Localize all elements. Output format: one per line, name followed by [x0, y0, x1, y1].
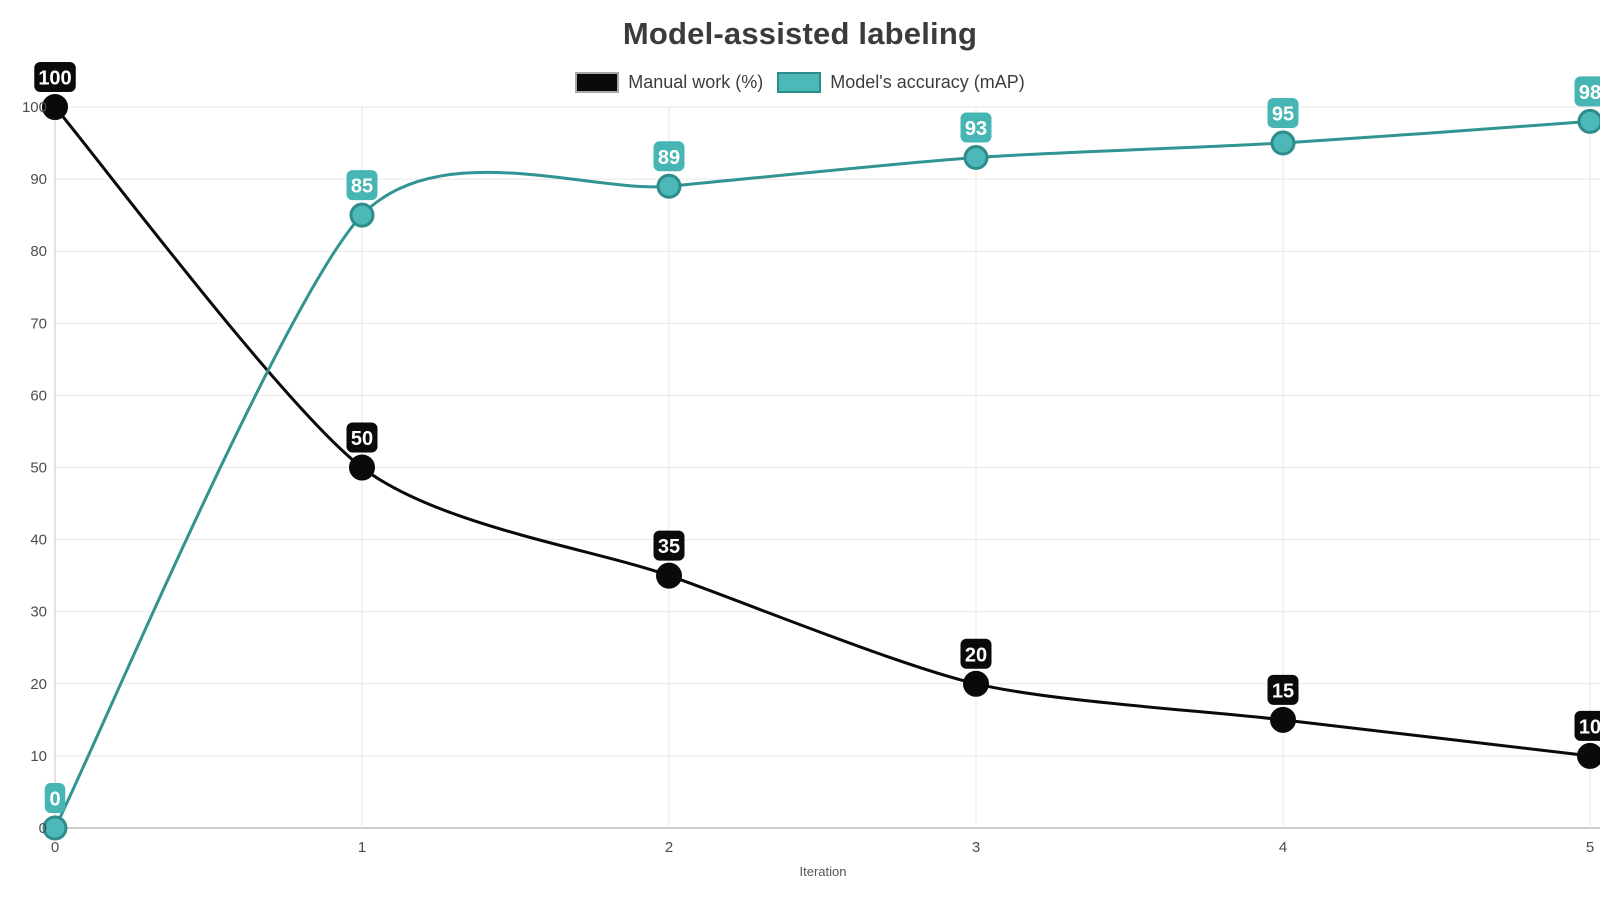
point-label-text-0-4: 15: [1272, 680, 1294, 702]
series-line-1: [53, 119, 1591, 829]
point-label-text-0-1: 50: [351, 428, 373, 450]
point-label-box-0-2: [653, 530, 685, 561]
point-label-box-1-5: [1574, 76, 1600, 107]
data-point-1-1[interactable]: [349, 202, 375, 228]
y-tick-70: 70: [30, 315, 47, 332]
data-point-0-0[interactable]: [42, 94, 68, 120]
legend-item-manual-work[interactable]: Manual work (%): [575, 72, 763, 93]
y-tick-10: 10: [30, 748, 47, 765]
chart-legend: Manual work (%) Model's accuracy (mAP): [0, 72, 1600, 93]
x-tick-3: 3: [972, 839, 980, 856]
data-point-1-0[interactable]: [42, 815, 68, 841]
point-label-box-0-5: [1574, 710, 1600, 741]
point-label-text-1-1: 85: [351, 176, 373, 198]
point-label-text-0-5: 10: [1579, 716, 1600, 738]
legend-swatch-model-accuracy: [777, 72, 822, 93]
legend-label-model-accuracy: Model's accuracy (mAP): [830, 72, 1025, 92]
series-lines: [42, 94, 1600, 841]
y-tick-0: 0: [39, 820, 47, 837]
axis-ticks: 0 10 20 30 40 50 60 70 80 90 100 0 1 2 3 4 5: [22, 99, 1594, 856]
data-point-1-5[interactable]: [1577, 108, 1600, 134]
x-tick-4: 4: [1279, 839, 1287, 856]
point-label-text-1-3: 93: [965, 118, 987, 140]
y-tick-60: 60: [30, 387, 47, 404]
point-label-text-0-2: 35: [658, 536, 680, 558]
data-point-0-5[interactable]: [1577, 742, 1600, 769]
y-tick-30: 30: [30, 604, 47, 621]
y-tick-90: 90: [30, 171, 47, 188]
point-label-box-1-2: [653, 141, 685, 172]
point-label-box-0-3: [960, 638, 992, 669]
legend-label-manual-work: Manual work (%): [628, 72, 764, 92]
point-label-box-1-3: [960, 112, 992, 143]
point-label-box-1-0: [44, 783, 66, 813]
point-label-text-1-5: 98: [1579, 82, 1600, 104]
legend-swatch-manual-work: [575, 72, 620, 93]
data-point-0-4[interactable]: [1270, 706, 1296, 733]
data-point-0-3[interactable]: [963, 670, 989, 697]
y-tick-50: 50: [30, 460, 47, 477]
legend-item-model-accuracy[interactable]: Model's accuracy (mAP): [777, 72, 1025, 93]
gridlines: [54, 106, 1600, 829]
data-point-1-2[interactable]: [656, 173, 682, 199]
series-line-0: [53, 106, 1591, 758]
point-label-box-0-0: [34, 62, 76, 92]
data-point-0-1[interactable]: [349, 454, 375, 481]
point-label-text-1-2: 89: [658, 147, 680, 169]
data-point-0-2[interactable]: [656, 562, 682, 589]
point-label-box-0-4: [1267, 674, 1299, 705]
point-label-box-1-1: [346, 170, 378, 201]
point-label-box-1-4: [1267, 98, 1299, 129]
point-label-text-0-3: 20: [965, 644, 987, 666]
x-axis-title: Iteration: [800, 864, 847, 879]
point-label-text-1-4: 95: [1272, 104, 1294, 126]
y-tick-100: 100: [22, 99, 47, 116]
data-point-1-3[interactable]: [963, 144, 989, 170]
point-label-text-0-0: 100: [38, 68, 71, 90]
point-label-text-1-0: 0: [49, 789, 60, 811]
x-tick-5: 5: [1586, 839, 1594, 856]
point-label-box-0-1: [346, 422, 378, 453]
y-tick-80: 80: [30, 243, 47, 260]
x-tick-1: 1: [358, 839, 366, 856]
x-tick-0: 0: [51, 839, 59, 856]
y-tick-20: 20: [30, 676, 47, 693]
chart-title: Model-assisted labeling: [622, 16, 978, 51]
y-tick-40: 40: [30, 532, 47, 549]
x-tick-2: 2: [665, 839, 673, 856]
data-point-1-4[interactable]: [1270, 130, 1296, 156]
